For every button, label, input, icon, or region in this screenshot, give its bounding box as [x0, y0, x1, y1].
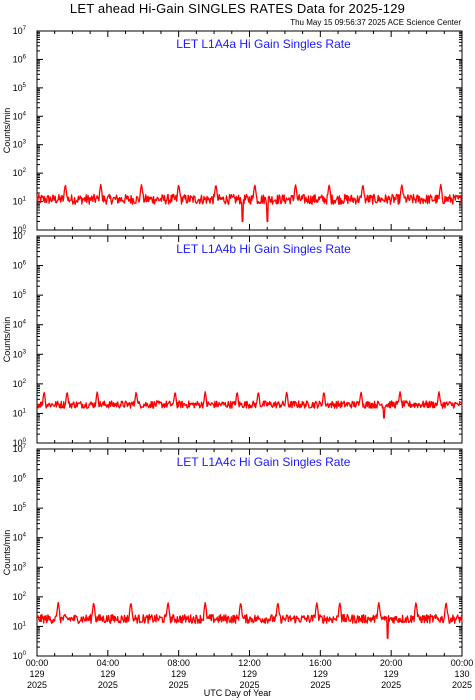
y-tick-exponent: 6	[23, 474, 27, 480]
y-axis-label: Counts/min	[2, 530, 12, 576]
series-line	[36, 391, 463, 419]
y-tick-exponent: 2	[23, 168, 27, 174]
x-tick-label-doy: 130	[454, 669, 469, 679]
x-tick-label-year: 2025	[381, 680, 401, 690]
x-tick-label-doy: 129	[171, 669, 186, 679]
y-tick-label: 106	[13, 474, 27, 484]
y-tick-label: 103	[13, 140, 27, 150]
x-tick-label-time: 00:00	[26, 658, 49, 668]
chart-title: LET ahead Hi-Gain SINGLES RATES Data for…	[69, 1, 406, 16]
x-tick-label-doy: 129	[313, 669, 328, 679]
y-tick-label: 104	[13, 111, 27, 121]
y-tick-exponent: 3	[23, 349, 27, 355]
y-tick-label: 107	[13, 231, 27, 241]
y-tick-exponent: 0	[23, 225, 27, 231]
x-tick-label-year: 2025	[310, 680, 330, 690]
y-axis-label: Counts/min	[2, 108, 12, 154]
y-tick-label: 102	[13, 168, 27, 178]
timestamp-label: Thu May 15 09:56:37 2025 ACE Science Cen…	[290, 18, 461, 27]
y-tick-exponent: 2	[23, 592, 27, 598]
y-tick-label: 104	[13, 320, 27, 330]
y-tick-label: 101	[13, 197, 27, 207]
y-tick-exponent: 4	[23, 111, 27, 117]
x-tick-label-time: 20:00	[380, 658, 403, 668]
y-tick-label: 103	[13, 562, 27, 572]
y-tick-exponent: 1	[23, 408, 27, 414]
y-tick-label: 107	[13, 444, 27, 454]
y-tick-exponent: 7	[23, 26, 27, 32]
x-tick-label-doy: 129	[100, 669, 115, 679]
x-tick-label-time: 12:00	[238, 658, 261, 668]
x-tick-label-year: 2025	[27, 680, 47, 690]
x-tick-label-time: 04:00	[97, 658, 120, 668]
x-tick-label-year: 2025	[169, 680, 189, 690]
y-tick-label: 105	[13, 503, 27, 513]
y-tick-label: 101	[13, 408, 27, 418]
series-line	[36, 601, 463, 639]
y-tick-label: 106	[13, 261, 27, 271]
x-tick-label-time: 08:00	[167, 658, 190, 668]
y-tick-label: 100	[13, 438, 27, 448]
x-tick-label-time: 00:00	[451, 658, 474, 668]
y-tick-label: 102	[13, 592, 27, 602]
y-tick-exponent: 4	[23, 320, 27, 326]
y-tick-label: 101	[13, 621, 27, 631]
y-tick-exponent: 4	[23, 533, 27, 539]
x-tick-label-doy: 129	[29, 669, 44, 679]
x-tick-label-year: 2025	[98, 680, 118, 690]
y-tick-exponent: 1	[23, 621, 27, 627]
x-tick-label-doy: 129	[384, 669, 399, 679]
y-tick-label: 102	[13, 379, 27, 389]
y-tick-exponent: 5	[23, 290, 27, 296]
y-tick-exponent: 5	[23, 83, 27, 89]
y-tick-exponent: 7	[23, 444, 27, 450]
y-tick-label: 105	[13, 83, 27, 93]
y-tick-exponent: 3	[23, 562, 27, 568]
y-axis-label: Counts/min	[2, 317, 12, 363]
panel-title: LET L1A4c Hi Gain Singles Rate	[177, 455, 351, 469]
x-tick-label-doy: 129	[242, 669, 257, 679]
x-tick-label-year: 2025	[239, 680, 259, 690]
series-line	[36, 183, 463, 223]
y-tick-label: 107	[13, 26, 27, 36]
panel-title: LET L1A4b Hi Gain Singles Rate	[176, 242, 351, 256]
y-tick-exponent: 2	[23, 379, 27, 385]
panel-title: LET L1A4a Hi Gain Singles Rate	[176, 37, 351, 51]
y-tick-label: 100	[13, 651, 27, 661]
plot-frame	[36, 448, 463, 657]
y-tick-exponent: 6	[23, 261, 27, 267]
plot-frame	[36, 235, 463, 444]
y-tick-exponent: 3	[23, 140, 27, 146]
y-tick-exponent: 0	[23, 438, 27, 444]
x-axis-label: UTC Day of Year	[203, 688, 272, 698]
x-tick-label-year: 2025	[452, 680, 472, 690]
x-tick-label-time: 16:00	[309, 658, 332, 668]
y-tick-label: 106	[13, 54, 27, 64]
y-tick-label: 100	[13, 225, 27, 235]
y-tick-exponent: 5	[23, 503, 27, 509]
y-tick-exponent: 0	[23, 651, 27, 657]
y-tick-label: 104	[13, 533, 27, 543]
y-tick-exponent: 7	[23, 231, 27, 237]
y-tick-exponent: 1	[23, 197, 27, 203]
y-tick-exponent: 6	[23, 54, 27, 60]
y-tick-label: 105	[13, 290, 27, 300]
y-tick-label: 103	[13, 349, 27, 359]
